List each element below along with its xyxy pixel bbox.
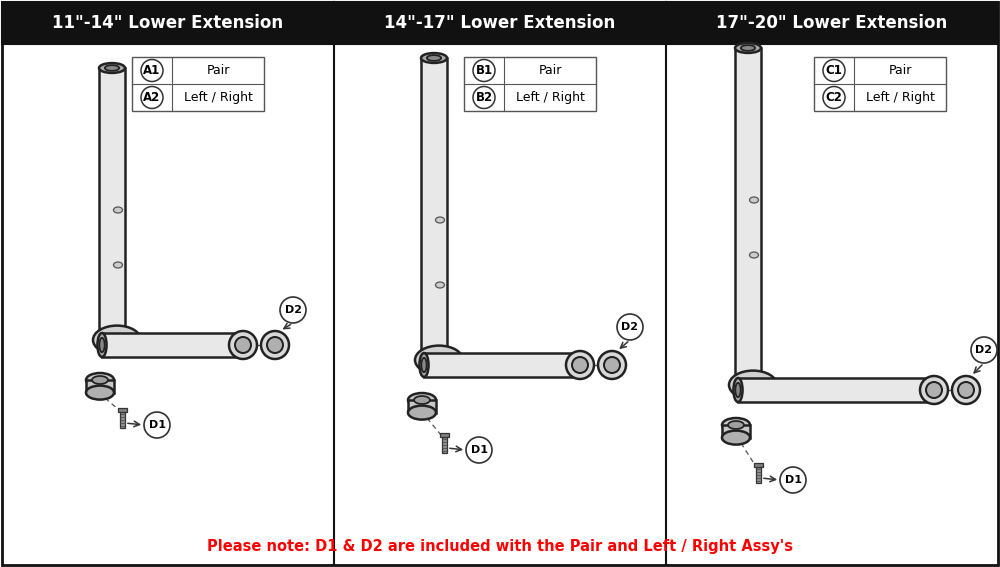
Circle shape: [604, 357, 620, 373]
Text: D2: D2: [622, 322, 639, 332]
Circle shape: [141, 87, 163, 108]
Bar: [132, 57, 264, 111]
Bar: [99, 68, 125, 340]
Text: B2: B2: [475, 91, 493, 104]
Bar: [738, 378, 936, 402]
Bar: [424, 353, 582, 377]
Circle shape: [144, 412, 170, 438]
Ellipse shape: [114, 207, 122, 213]
Bar: [754, 463, 763, 467]
Circle shape: [267, 337, 283, 353]
Circle shape: [952, 376, 980, 404]
Circle shape: [971, 337, 997, 363]
Ellipse shape: [415, 346, 463, 374]
Text: Pair: Pair: [206, 64, 230, 77]
Ellipse shape: [92, 376, 108, 384]
Bar: [102, 333, 245, 357]
Circle shape: [598, 351, 626, 379]
Ellipse shape: [86, 386, 114, 400]
Ellipse shape: [93, 325, 141, 354]
Circle shape: [958, 382, 974, 398]
Ellipse shape: [86, 373, 114, 387]
Text: 14"-17" Lower Extension: 14"-17" Lower Extension: [384, 14, 616, 32]
Text: Left / Right: Left / Right: [184, 91, 252, 104]
Ellipse shape: [750, 197, 759, 203]
Circle shape: [926, 382, 942, 398]
Text: D1: D1: [784, 475, 802, 485]
Bar: [2, 2, 334, 44]
Circle shape: [473, 60, 495, 82]
Text: D2: D2: [976, 345, 992, 355]
Ellipse shape: [419, 353, 429, 377]
Bar: [86, 380, 114, 392]
Ellipse shape: [735, 383, 741, 397]
Text: 17"-20" Lower Extension: 17"-20" Lower Extension: [716, 14, 948, 32]
Circle shape: [473, 87, 495, 108]
Ellipse shape: [728, 421, 744, 429]
Bar: [120, 412, 124, 428]
Circle shape: [141, 60, 163, 82]
Ellipse shape: [729, 371, 777, 399]
Bar: [722, 425, 750, 438]
Bar: [118, 408, 126, 412]
Ellipse shape: [105, 65, 119, 71]
Bar: [440, 433, 448, 437]
Text: Left / Right: Left / Right: [516, 91, 584, 104]
Text: C1: C1: [826, 64, 842, 77]
Text: D1: D1: [148, 420, 166, 430]
Ellipse shape: [408, 405, 436, 420]
Circle shape: [823, 60, 845, 82]
Ellipse shape: [436, 217, 444, 223]
Circle shape: [617, 314, 643, 340]
Ellipse shape: [733, 378, 743, 402]
Circle shape: [572, 357, 588, 373]
Text: D1: D1: [471, 445, 488, 455]
Ellipse shape: [427, 55, 441, 61]
Circle shape: [229, 331, 257, 359]
Ellipse shape: [408, 393, 436, 407]
Circle shape: [780, 467, 806, 493]
Circle shape: [235, 337, 251, 353]
Circle shape: [280, 297, 306, 323]
Text: B1: B1: [475, 64, 493, 77]
Bar: [735, 48, 761, 385]
Ellipse shape: [99, 63, 125, 73]
Ellipse shape: [99, 338, 105, 352]
Ellipse shape: [436, 282, 444, 288]
Text: Pair: Pair: [888, 64, 912, 77]
Bar: [442, 437, 446, 453]
Ellipse shape: [722, 430, 750, 445]
Ellipse shape: [750, 252, 759, 258]
Ellipse shape: [741, 45, 755, 51]
Ellipse shape: [722, 418, 750, 432]
Ellipse shape: [97, 333, 107, 357]
Text: 11"-14" Lower Extension: 11"-14" Lower Extension: [52, 14, 284, 32]
Ellipse shape: [114, 262, 122, 268]
Text: A2: A2: [143, 91, 161, 104]
Bar: [464, 57, 596, 111]
Ellipse shape: [421, 358, 427, 372]
Circle shape: [920, 376, 948, 404]
Text: Pair: Pair: [538, 64, 562, 77]
Bar: [666, 2, 998, 44]
Bar: [421, 58, 447, 360]
Ellipse shape: [414, 396, 430, 404]
Text: Left / Right: Left / Right: [866, 91, 934, 104]
Circle shape: [566, 351, 594, 379]
Bar: [408, 400, 436, 413]
Text: Please note: D1 & D2 are included with the Pair and Left / Right Assy's: Please note: D1 & D2 are included with t…: [207, 539, 793, 553]
Circle shape: [823, 87, 845, 108]
Circle shape: [466, 437, 492, 463]
Bar: [756, 467, 761, 483]
Text: A1: A1: [143, 64, 161, 77]
Bar: [814, 57, 946, 111]
Bar: [334, 2, 666, 44]
Circle shape: [261, 331, 289, 359]
Text: D2: D2: [285, 305, 302, 315]
Ellipse shape: [421, 53, 447, 63]
Ellipse shape: [735, 43, 761, 53]
Text: C2: C2: [826, 91, 842, 104]
